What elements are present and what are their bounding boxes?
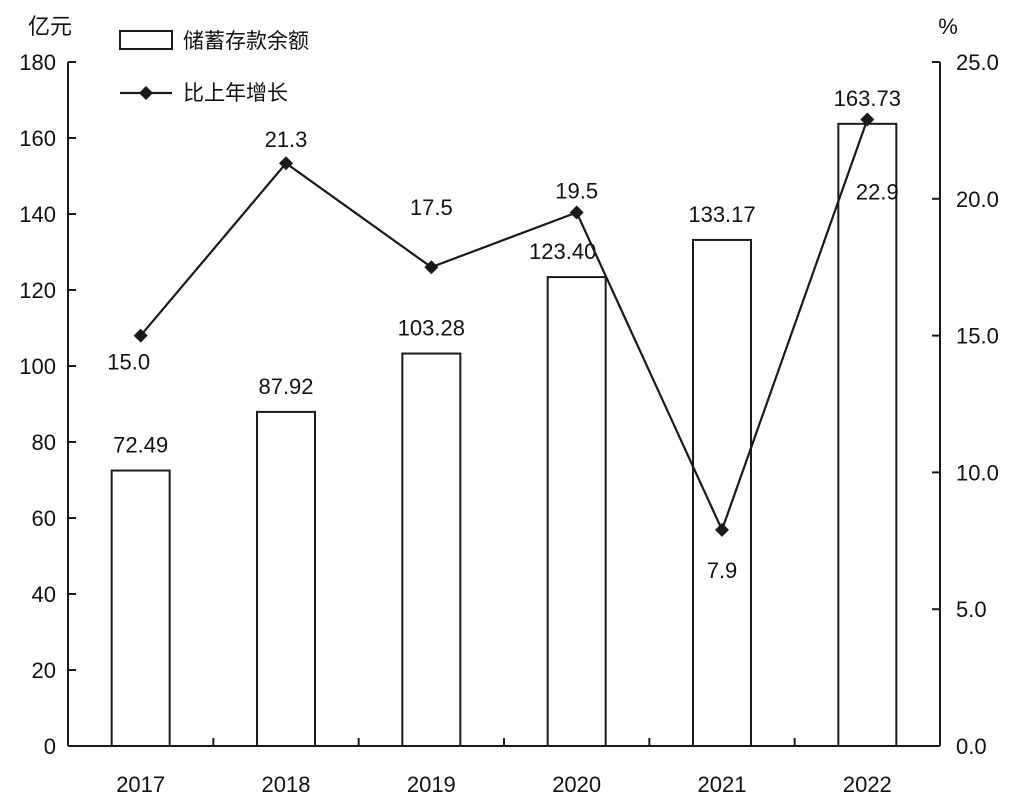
growth-line xyxy=(139,119,869,533)
axes-group: 0 20 40 60 80 100 120 140 160 180 0.0 5.0 10.0 15.0 20… xyxy=(19,14,999,797)
bar-value-label: 123.40 xyxy=(529,239,596,264)
legend-line-label: 比上年增长 xyxy=(183,82,288,105)
left-tick-label: 140 xyxy=(19,202,56,227)
right-tick-label: 10.0 xyxy=(956,460,999,485)
bar-series-group xyxy=(110,122,898,748)
x-tick-label: 2019 xyxy=(407,772,456,797)
right-tick-label: 25.0 xyxy=(956,50,999,75)
growth-value-label: 21.3 xyxy=(265,127,308,152)
growth-value-label: 22.9 xyxy=(856,179,899,204)
left-tick-label: 20 xyxy=(32,658,56,683)
line-series-group xyxy=(133,112,875,537)
bar xyxy=(401,352,462,747)
growth-value-label: 19.5 xyxy=(555,178,598,203)
legend-bar-label: 储蓄存款余额 xyxy=(183,30,309,53)
legend-line-marker xyxy=(139,86,153,100)
bar xyxy=(546,276,607,747)
left-tick-label: 180 xyxy=(19,50,56,75)
growth-point xyxy=(279,156,293,171)
right-tick-label: 0.0 xyxy=(956,734,987,759)
left-tick-label: 160 xyxy=(19,126,56,151)
growth-value-label: 15.0 xyxy=(107,350,150,375)
bar-value-label: 163.73 xyxy=(834,86,901,111)
bar-value-label: 133.17 xyxy=(688,202,755,227)
growth-point xyxy=(569,205,584,220)
legend-bar-swatch xyxy=(119,30,173,50)
right-tick-label: 5.0 xyxy=(956,597,987,622)
bar-value-label: 87.92 xyxy=(258,374,313,399)
bar-value-label: 72.49 xyxy=(113,433,168,458)
left-tick-label: 80 xyxy=(32,430,56,455)
line-label-group: 15.0 21.3 17.5 19.5 7.9 22.9 xyxy=(107,127,898,583)
right-tick-label: 15.0 xyxy=(956,324,999,349)
x-tick-label: 2018 xyxy=(262,772,311,797)
left-tick-label: 100 xyxy=(19,354,56,379)
right-tick-label: 20.0 xyxy=(956,187,999,212)
bar xyxy=(692,238,752,747)
left-tick-label: 40 xyxy=(32,582,56,607)
bar-value-label: 103.28 xyxy=(398,316,465,341)
x-tick-label: 2020 xyxy=(552,772,601,797)
growth-value-label: 7.9 xyxy=(707,558,738,583)
growth-point xyxy=(715,522,729,537)
right-axis-unit: % xyxy=(938,14,958,39)
left-tick-label: 60 xyxy=(32,506,56,531)
bar xyxy=(837,122,898,748)
left-axis-unit: 亿元 xyxy=(28,14,72,39)
growth-point xyxy=(424,260,439,275)
bar xyxy=(110,469,171,747)
growth-point xyxy=(860,112,875,127)
x-tick-label: 2021 xyxy=(698,772,747,797)
left-tick-label: 120 xyxy=(19,278,56,303)
bar xyxy=(256,410,316,747)
growth-point xyxy=(133,328,148,343)
left-tick-label: 0 xyxy=(44,734,56,759)
bar-label-group: 72.49 87.92 103.28 123.40 133.17 163.73 xyxy=(113,86,901,458)
x-tick-label: 2022 xyxy=(843,772,892,797)
x-tick-label: 2017 xyxy=(116,772,165,797)
growth-value-label: 17.5 xyxy=(410,195,453,220)
